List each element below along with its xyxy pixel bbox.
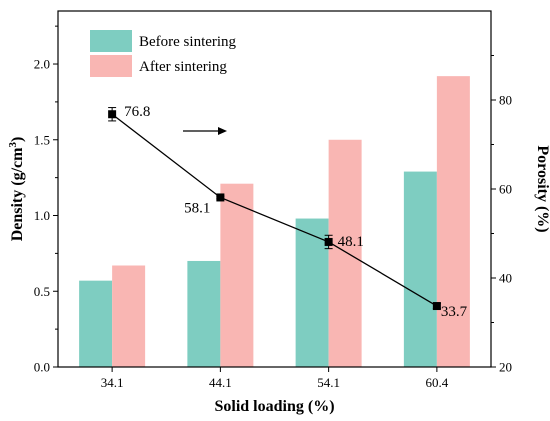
y2-tick-label: 80 bbox=[499, 93, 512, 108]
y-tick-label: 1.5 bbox=[34, 132, 50, 147]
porosity-data-label: 76.8 bbox=[124, 104, 150, 120]
legend-label-after-sintering: After sintering bbox=[139, 59, 227, 75]
bar-after-0 bbox=[112, 265, 146, 367]
right-arrow-annotation bbox=[183, 127, 227, 135]
bar-before-2 bbox=[295, 218, 329, 367]
bar-after-3 bbox=[436, 76, 470, 367]
porosity-marker bbox=[432, 302, 441, 311]
x-tick-label: 34.1 bbox=[101, 375, 124, 390]
porosity-data-label: 33.7 bbox=[441, 304, 468, 320]
porosity-data-label: 48.1 bbox=[338, 234, 364, 250]
y-axis-title-suffix: ) bbox=[9, 137, 26, 142]
x-tick-label: 54.1 bbox=[317, 375, 340, 390]
x-tick-label: 44.1 bbox=[209, 375, 232, 390]
legend-label-before-sintering: Before sintering bbox=[139, 34, 237, 50]
y-tick-label: 1.0 bbox=[34, 208, 50, 223]
porosity-marker bbox=[324, 237, 333, 246]
porosity-line bbox=[111, 113, 438, 307]
left-axis-ticks: 0.0 0.5 1.0 1.5 2.0 bbox=[34, 25, 58, 375]
bar-before-3 bbox=[403, 171, 437, 367]
y-axis-title-superscript: 3 bbox=[7, 142, 19, 148]
bar-before-0 bbox=[79, 280, 113, 367]
x-tick-label: 60.4 bbox=[426, 375, 449, 390]
y2-axis-title: Porosity (%) bbox=[534, 145, 550, 232]
legend-swatch-after-sintering bbox=[90, 55, 132, 77]
x-axis-title: Solid loading (%) bbox=[214, 398, 334, 415]
y-tick-label: 2.0 bbox=[34, 57, 50, 72]
y-tick-label: 0.0 bbox=[34, 360, 50, 375]
y-axis-title: Density (g/cm3) bbox=[7, 137, 26, 242]
legend: Before sintering After sintering bbox=[90, 30, 237, 77]
x-axis-ticks: 34.1 44.1 54.1 60.4 bbox=[101, 367, 449, 390]
y2-tick-label: 40 bbox=[499, 271, 512, 286]
y2-tick-label: 20 bbox=[499, 360, 512, 375]
y2-tick-label: 60 bbox=[499, 182, 512, 197]
arrow-head bbox=[218, 127, 227, 135]
porosity-data-label: 58.1 bbox=[184, 200, 210, 216]
y-axis-title-main: Density (g/cm bbox=[9, 147, 26, 241]
bar-after-1 bbox=[220, 183, 254, 367]
right-axis-ticks: 20 40 60 80 bbox=[491, 55, 512, 375]
porosity-marker bbox=[108, 110, 117, 119]
porosity-line-layer: 76.8 58.1 48.1 33.7 bbox=[108, 104, 468, 320]
bar-after-2 bbox=[328, 139, 362, 367]
y-tick-label: 0.5 bbox=[34, 284, 50, 299]
bar-group bbox=[79, 76, 470, 367]
porosity-marker bbox=[216, 193, 225, 202]
bar-before-1 bbox=[187, 260, 221, 367]
legend-swatch-before-sintering bbox=[90, 30, 132, 52]
